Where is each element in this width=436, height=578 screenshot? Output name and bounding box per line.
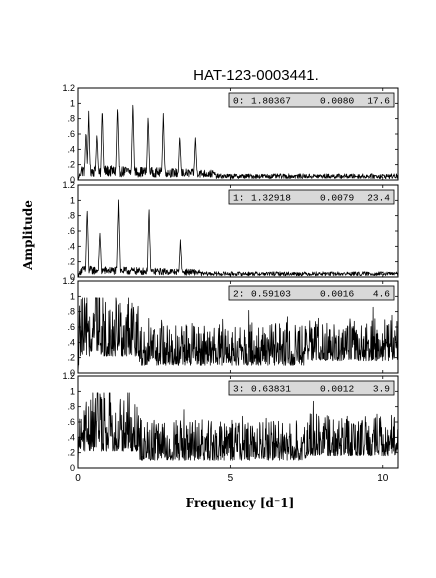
- legend-label: 0:: [233, 96, 244, 107]
- legend-snr: 23.4: [367, 193, 390, 204]
- y-tick-label: .2: [67, 448, 75, 458]
- x-tick-label: 10: [377, 473, 389, 484]
- y-tick-label: 1.2: [62, 83, 75, 93]
- y-tick-label: 1: [70, 291, 75, 301]
- y-tick-label: .6: [67, 417, 75, 427]
- y-tick-label: 1: [70, 195, 75, 205]
- legend-snr: 17.6: [367, 96, 390, 107]
- legend-label: 3:: [233, 384, 244, 395]
- panel-3: 0 .2 .4 .6 .8 1 1.2 3: 0.63831 0.0012 3.9 0 5 10: [62, 371, 399, 484]
- panels-group: 0.2.4.6.811.20: 1.80367 0.0080 17.60.2.4.6.…: [62, 83, 399, 484]
- spectrum-line-0: [77, 104, 399, 181]
- legend-label: 1:: [233, 193, 244, 204]
- legend-frequency: 0.59103: [251, 289, 291, 300]
- spectrum-line-1: [77, 199, 399, 278]
- legend-frequency: 1.80367: [251, 96, 291, 107]
- y-tick-label: .6: [67, 129, 75, 139]
- y-tick-label: .4: [67, 144, 75, 154]
- legend-frequency: 1.32918: [251, 193, 291, 204]
- legend-amplitude: 0.0016: [320, 289, 355, 300]
- y-tick-label: .2: [67, 353, 75, 363]
- panel-1: 0 .2 .4 .6 .8 1 1.2 1: 1.32918 0.0079 23.4: [62, 180, 399, 282]
- y-tick-label: 0: [70, 175, 75, 185]
- y-axis-label: Amplitude: [21, 200, 35, 271]
- y-tick-label: 1: [70, 98, 75, 108]
- spectrum-line-2: [77, 297, 399, 374]
- y-tick-label: .8: [67, 114, 75, 124]
- y-tick-label: 0: [70, 272, 75, 282]
- legend-snr: 4.6: [373, 289, 390, 300]
- y-tick-label: 0: [70, 368, 75, 378]
- legend-snr: 3.9: [373, 384, 390, 395]
- legend-box: [228, 380, 395, 396]
- y-tick-label: .4: [67, 337, 75, 347]
- y-tick-label: 1.2: [62, 276, 75, 286]
- spectrum-line-3: [77, 392, 399, 469]
- legend-box: [228, 189, 395, 205]
- x-tick-label: 0: [75, 473, 81, 484]
- x-axis-label: Frequency [d⁻1]: [186, 496, 295, 510]
- y-tick-label: .8: [67, 307, 75, 317]
- chart-title: HAT-123-0003441.: [193, 67, 319, 84]
- legend-amplitude: 0.0012: [320, 384, 355, 395]
- y-tick-label: 1.2: [62, 180, 75, 190]
- x-tick-label: 5: [228, 473, 234, 484]
- y-tick-label: .4: [67, 241, 75, 251]
- legend-label: 2:: [233, 289, 244, 300]
- panel-0: 0 .2 .4 .6 .8 1 1.2 0: 1.80367 0.0080 17.6: [62, 83, 399, 185]
- legend-box: [228, 92, 395, 108]
- y-tick-label: 0: [70, 463, 75, 473]
- y-tick-label: .6: [67, 322, 75, 332]
- legend-amplitude: 0.0080: [320, 96, 355, 107]
- legend-frequency: 0.63831: [251, 384, 291, 395]
- y-tick-label: 1: [70, 386, 75, 396]
- y-tick-label: .2: [67, 257, 75, 267]
- y-tick-label: .8: [67, 211, 75, 221]
- legend-amplitude: 0.0079: [320, 193, 355, 204]
- panel-2: 0 .2 .4 .6 .8 1 1.2 2: 0.59103 0.0016 4.6: [62, 276, 399, 378]
- y-tick-label: .4: [67, 432, 75, 442]
- y-tick-label: 1.2: [62, 371, 75, 381]
- legend-box: [228, 285, 395, 301]
- y-tick-label: .2: [67, 160, 75, 170]
- y-tick-label: .8: [67, 402, 75, 412]
- y-tick-label: .6: [67, 226, 75, 236]
